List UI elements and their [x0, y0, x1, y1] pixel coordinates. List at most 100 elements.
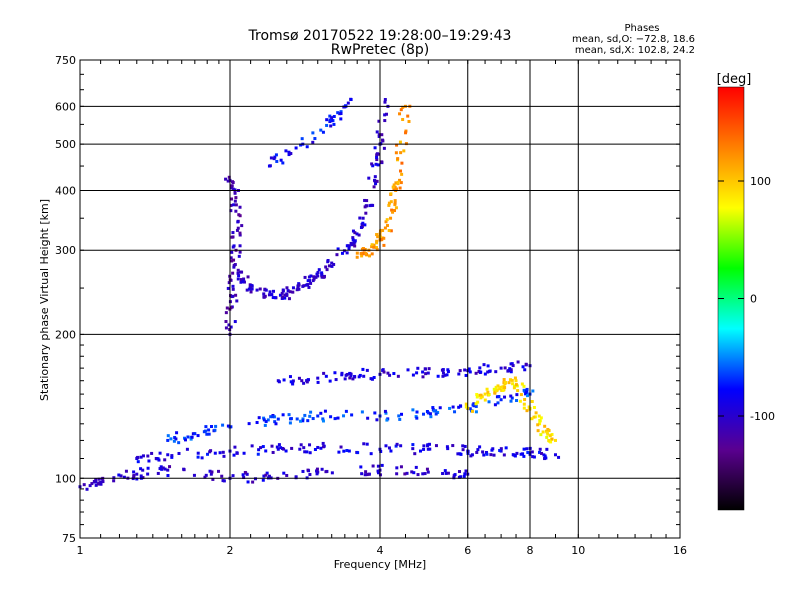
data-point	[550, 432, 554, 436]
data-point	[325, 123, 329, 127]
data-point	[482, 453, 486, 457]
data-point	[545, 435, 549, 439]
data-point	[509, 394, 513, 398]
data-point	[470, 409, 474, 413]
data-point	[440, 368, 444, 372]
data-point	[436, 374, 440, 378]
data-point	[232, 258, 236, 262]
data-point	[451, 444, 455, 448]
data-point	[263, 423, 267, 427]
data-point	[446, 447, 450, 451]
data-point	[453, 473, 457, 477]
data-point	[159, 465, 163, 469]
data-point	[294, 146, 298, 150]
data-point	[394, 206, 398, 210]
data-point	[459, 404, 463, 408]
data-point	[396, 180, 400, 184]
data-point	[189, 437, 193, 441]
data-point	[332, 114, 336, 118]
data-point	[224, 177, 228, 181]
data-point	[196, 455, 200, 459]
data-point	[446, 370, 450, 374]
data-point	[231, 284, 235, 288]
data-point	[136, 460, 140, 464]
data-point	[283, 293, 287, 297]
data-point	[531, 455, 535, 459]
data-point	[236, 268, 240, 272]
data-point	[397, 414, 401, 418]
data-point	[351, 238, 355, 242]
data-point	[220, 474, 224, 478]
data-point	[462, 474, 466, 478]
data-point	[156, 457, 160, 461]
data-point	[257, 448, 261, 452]
data-point	[166, 474, 170, 478]
data-point	[262, 418, 266, 422]
data-point	[139, 467, 143, 471]
data-point	[532, 415, 536, 419]
data-point	[234, 203, 238, 207]
data-point	[521, 452, 525, 456]
data-point	[404, 142, 408, 146]
data-point	[328, 118, 332, 122]
data-point	[287, 413, 291, 417]
data-point	[385, 224, 389, 228]
data-point	[379, 142, 383, 146]
data-point	[498, 448, 502, 452]
data-point	[479, 393, 483, 397]
data-point	[474, 371, 478, 375]
data-point	[545, 447, 549, 451]
data-point	[241, 473, 245, 477]
data-point	[396, 374, 400, 378]
data-point	[357, 233, 361, 237]
data-point	[395, 143, 399, 147]
data-point	[88, 484, 92, 488]
data-point	[170, 454, 174, 458]
data-point	[392, 372, 396, 376]
data-point	[229, 294, 233, 298]
data-point	[276, 417, 280, 421]
data-point	[246, 275, 250, 279]
data-point	[336, 247, 340, 251]
data-point	[523, 368, 527, 372]
data-point	[317, 268, 321, 272]
data-point	[377, 133, 381, 137]
data-point	[370, 162, 374, 166]
data-point	[372, 245, 376, 249]
data-point	[232, 203, 236, 207]
data-point	[524, 392, 528, 396]
y-tick-label: 75	[62, 532, 76, 545]
data-point	[464, 469, 468, 473]
data-point	[486, 370, 490, 374]
data-point	[291, 286, 295, 290]
data-point	[387, 201, 391, 205]
data-point	[459, 475, 463, 479]
data-point	[365, 473, 369, 477]
data-point	[469, 454, 473, 458]
data-point	[246, 480, 250, 484]
data-point	[382, 146, 386, 150]
data-point	[400, 161, 404, 165]
data-point	[330, 116, 334, 120]
data-point	[493, 403, 497, 407]
data-point	[464, 402, 468, 406]
data-point	[381, 139, 385, 143]
data-point	[403, 472, 407, 476]
data-point	[316, 376, 320, 380]
data-point	[371, 164, 375, 168]
data-point	[307, 285, 311, 289]
data-point	[353, 231, 357, 235]
data-point	[487, 400, 491, 404]
data-point	[441, 371, 445, 375]
data-point	[351, 377, 355, 381]
data-point	[504, 446, 508, 450]
data-point	[383, 119, 387, 123]
data-point	[509, 368, 513, 372]
data-point	[316, 274, 320, 278]
data-point	[429, 415, 433, 419]
data-point	[512, 386, 516, 390]
data-point	[259, 446, 263, 450]
data-point	[406, 368, 410, 372]
data-point	[414, 465, 418, 469]
data-point	[158, 451, 162, 455]
